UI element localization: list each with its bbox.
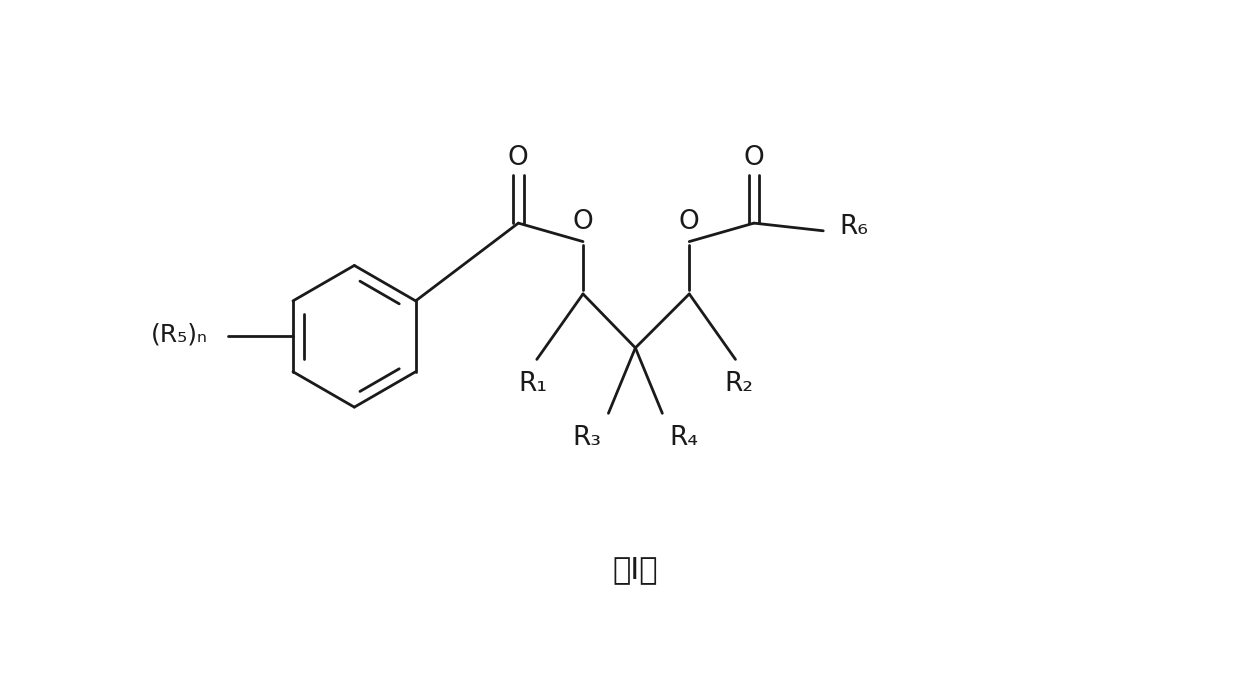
Text: O: O <box>743 145 764 171</box>
Text: （Ⅰ）: （Ⅰ） <box>612 555 658 584</box>
Text: R₆: R₆ <box>840 214 869 240</box>
Text: R₁: R₁ <box>518 371 548 397</box>
Text: R₄: R₄ <box>669 425 699 451</box>
Text: O: O <box>679 208 700 234</box>
Text: (R₅)ₙ: (R₅)ₙ <box>151 323 208 347</box>
Text: R₃: R₃ <box>572 425 601 451</box>
Text: R₂: R₂ <box>725 371 753 397</box>
Text: O: O <box>572 208 593 234</box>
Text: O: O <box>508 145 529 171</box>
